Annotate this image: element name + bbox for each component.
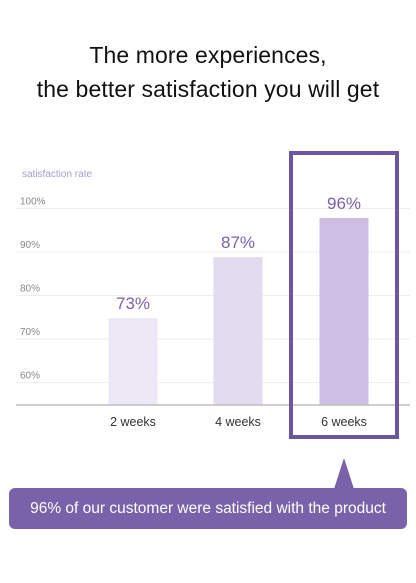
y-tick-label: 60% [20, 371, 40, 382]
y-tick-label: 70% [20, 327, 40, 338]
x-tick-label: 6 weeks [321, 415, 367, 429]
bar [108, 318, 158, 405]
bar [319, 217, 369, 405]
y-tick-label: 100% [20, 197, 46, 208]
x-tick-label: 4 weeks [215, 415, 261, 429]
y-axis-label: satisfaction rate [22, 169, 92, 180]
y-tick-label: 90% [20, 240, 40, 251]
callout-pointer [334, 458, 354, 489]
headline: The more experiences, the better satisfa… [0, 38, 416, 106]
value-label: 96% [327, 194, 361, 213]
value-label: 73% [116, 294, 150, 313]
x-tick-label: 2 weeks [110, 415, 156, 429]
headline-line-2: the better satisfaction you will get [36, 76, 380, 102]
satisfaction-chart: 100% 90% 80% 70% 60% satisfaction rate 73% 2 … [16, 151, 410, 439]
y-tick-label: 80% [20, 284, 40, 295]
headline-line-1: The more experiences, [89, 42, 327, 68]
bar [213, 257, 263, 405]
value-label: 87% [221, 233, 255, 252]
callout-text: 96% of our customer were satisfied with … [30, 499, 386, 517]
highlight-frame [289, 151, 399, 439]
callout-banner: 96% of our customer were satisfied with … [9, 488, 407, 529]
